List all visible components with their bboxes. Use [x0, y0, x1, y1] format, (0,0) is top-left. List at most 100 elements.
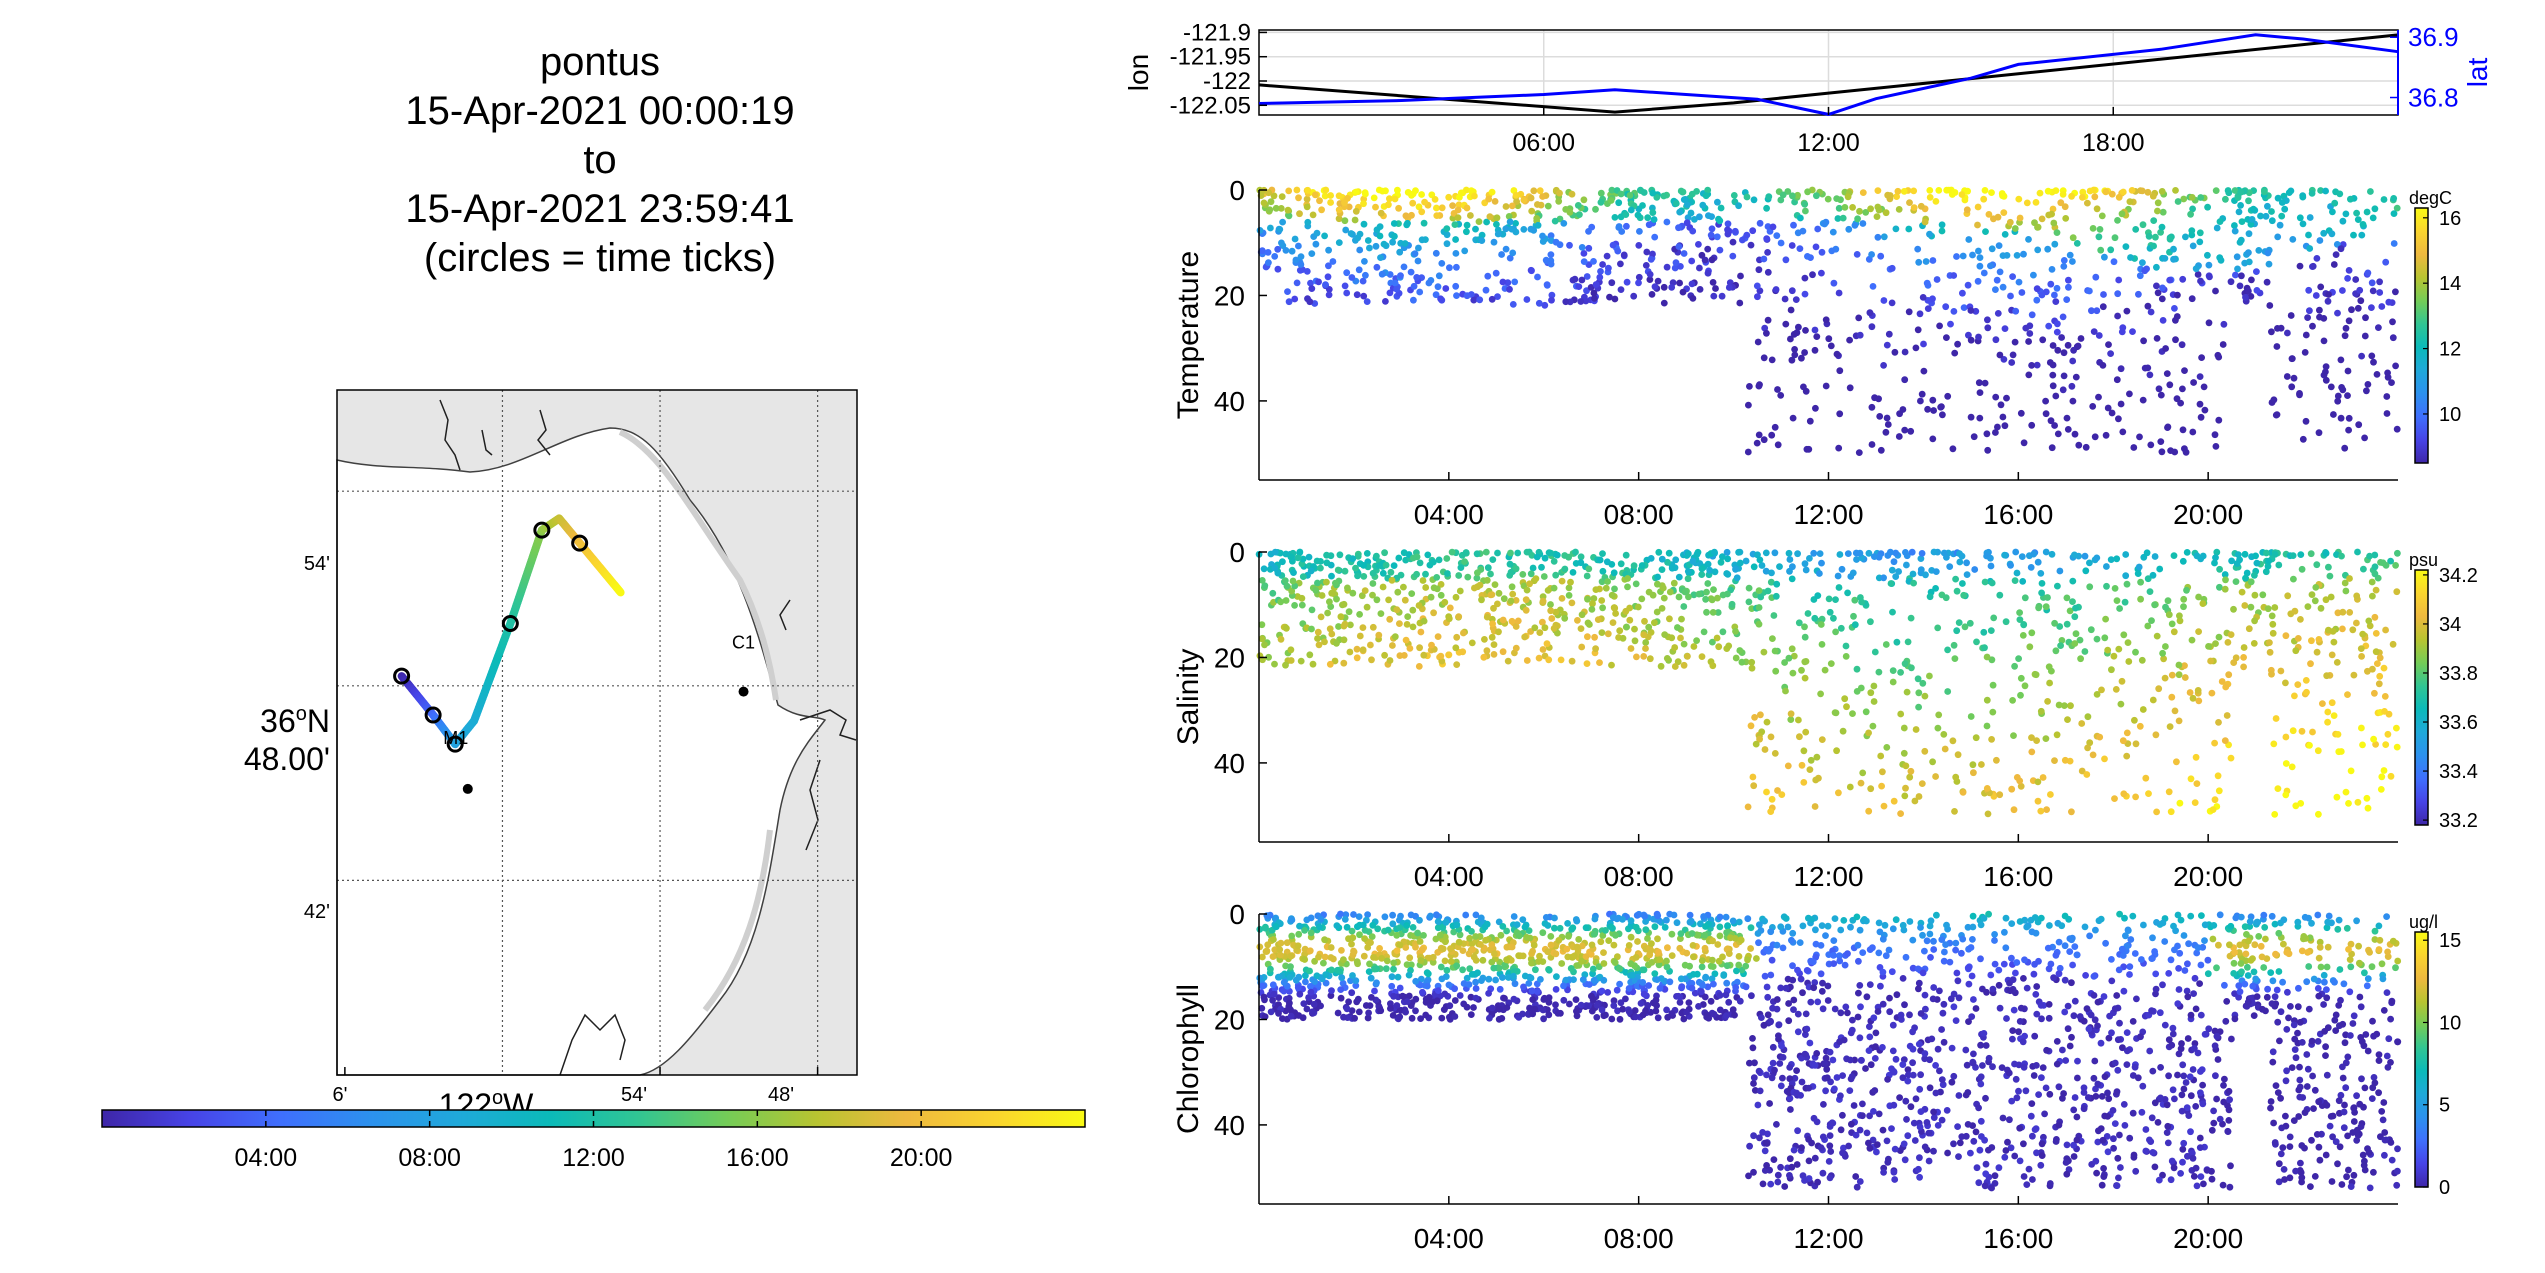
chlorophyll-section-point — [2251, 941, 2259, 949]
salinity-section-point — [1506, 560, 1514, 568]
salinity-section-point — [2131, 716, 2138, 724]
chlorophyll-section-point — [1302, 978, 1309, 986]
temperature-section-point — [1499, 278, 1507, 286]
temperature-section-point — [1708, 225, 1716, 233]
salinity-section-point — [1658, 555, 1666, 563]
salinity-section-point — [1934, 624, 1942, 632]
salinity-section-point — [2333, 793, 2341, 801]
chlorophyll-section-point — [2379, 975, 2387, 983]
salinity-section-point — [2093, 554, 2101, 562]
salinity-section-point — [1490, 604, 1497, 612]
chlorophyll-section-point — [1488, 941, 1496, 948]
salinity-section-point — [1483, 613, 1491, 621]
chlorophyll-section-point — [1677, 935, 1684, 942]
chlorophyll-section-point — [2375, 922, 2383, 930]
chlorophyll-section-point — [2264, 985, 2272, 993]
chlorophyll-section-point — [1450, 928, 1458, 936]
salinity-section-point — [1430, 609, 1437, 617]
chlorophyll-section-point — [1807, 998, 1815, 1006]
salinity-section-point — [1598, 629, 1606, 636]
temperature-section-point — [1555, 197, 1563, 205]
chlorophyll-section-point — [1873, 1148, 1880, 1156]
temperature-section-point — [1648, 291, 1656, 298]
temperature-section-point — [1303, 203, 1311, 211]
salinity-section-point — [1437, 652, 1445, 660]
temperature-section-point — [2339, 217, 2347, 225]
temperature-section-point — [1869, 283, 1877, 290]
salinity-section-point — [1539, 646, 1547, 653]
salinity-section-point — [1347, 621, 1354, 629]
chlorophyll-section-point — [2175, 965, 2183, 972]
salinity-section-point — [2176, 799, 2184, 807]
temperature-section-point — [1461, 247, 1469, 255]
temperature-section-point — [1296, 266, 1304, 274]
temperature-section-point — [1883, 341, 1891, 349]
chlorophyll-section-point — [2123, 1029, 2131, 1036]
temperature-section-point — [1668, 284, 1676, 291]
salinity-section-point — [1818, 736, 1826, 743]
temperature-section-ytick-label: 40 — [1214, 386, 1245, 417]
salinity-section-point — [1489, 556, 1497, 563]
salinity-section-point — [1785, 549, 1793, 557]
temperature-section-point — [2317, 187, 2325, 194]
temperature-section-point — [1505, 213, 1513, 220]
salinity-section-point — [1599, 567, 1607, 575]
temperature-section-point — [1975, 247, 1982, 255]
chlorophyll-section-point — [1872, 1029, 1880, 1037]
chlorophyll-section-point — [1759, 1129, 1766, 1136]
salinity-section-point — [1539, 618, 1546, 626]
temperature-section-point — [2350, 231, 2357, 239]
salinity-section-point — [1583, 572, 1591, 580]
chlorophyll-section-point — [2184, 1152, 2191, 1160]
temperature-section-point — [1396, 248, 1404, 256]
temperature-section-point — [1845, 225, 1853, 233]
salinity-section-point — [1271, 564, 1279, 572]
temperature-section-point — [1421, 198, 1428, 206]
chlorophyll-section-point — [1866, 1033, 1874, 1041]
temperature-section-point — [1693, 188, 1700, 195]
temperature-section-point — [1992, 336, 2000, 344]
temperature-section-point — [1617, 286, 1625, 293]
salinity-section-point — [1971, 566, 1979, 573]
chlorophyll-section-point — [2317, 963, 2325, 971]
temperature-section-point — [1597, 199, 1605, 206]
salinity-section-point — [2313, 561, 2321, 569]
temperature-section-point — [2237, 188, 2245, 196]
salinity-section-point — [1464, 573, 1472, 581]
temperature-section-point — [2376, 289, 2384, 296]
salinity-section-point — [2240, 654, 2248, 661]
temperature-section-point — [2079, 188, 2087, 196]
salinity-section-point — [2211, 739, 2219, 747]
salinity-section-point — [2359, 741, 2366, 749]
salinity-section-point — [2028, 748, 2036, 756]
temperature-section-point — [1312, 240, 1320, 248]
river-north — [439, 399, 551, 471]
chlorophyll-section-point — [2358, 1075, 2365, 1083]
temperature-section-point — [1597, 268, 1604, 275]
temperature-section-point — [1449, 202, 1456, 210]
salinity-section-point — [2061, 702, 2068, 709]
temperature-section-point — [2075, 441, 2083, 449]
chlorophyll-section-point — [2361, 1157, 2368, 1165]
salinity-section-point — [1391, 633, 1399, 641]
temperature-section-point — [2204, 203, 2212, 211]
chlorophyll-section-point — [2134, 1074, 2142, 1082]
salinity-section-point — [1445, 651, 1453, 659]
chlorophyll-section-point — [1805, 1157, 1813, 1165]
temperature-section-xtick-label: 16:00 — [1983, 499, 2053, 530]
salinity-section-point — [2274, 785, 2282, 792]
salinity-section-point — [1315, 641, 1323, 649]
temperature-section-point — [1988, 189, 1995, 197]
salinity-section-point — [1369, 580, 1377, 587]
chlorophyll-section-point — [2316, 938, 2324, 946]
salinity-section-point — [2323, 672, 2331, 680]
temperature-section-point — [1571, 275, 1579, 283]
temperature-section-point — [2296, 262, 2304, 270]
chlorophyll-section-point — [2298, 947, 2306, 955]
chlorophyll-section-point — [1614, 1007, 1621, 1015]
chlorophyll-section-point — [2269, 1048, 2277, 1056]
temperature-section-point — [2045, 322, 2053, 330]
salinity-section-point — [1368, 656, 1375, 664]
temperature-section-point — [2122, 243, 2130, 251]
salinity-section-point — [1989, 708, 1997, 716]
